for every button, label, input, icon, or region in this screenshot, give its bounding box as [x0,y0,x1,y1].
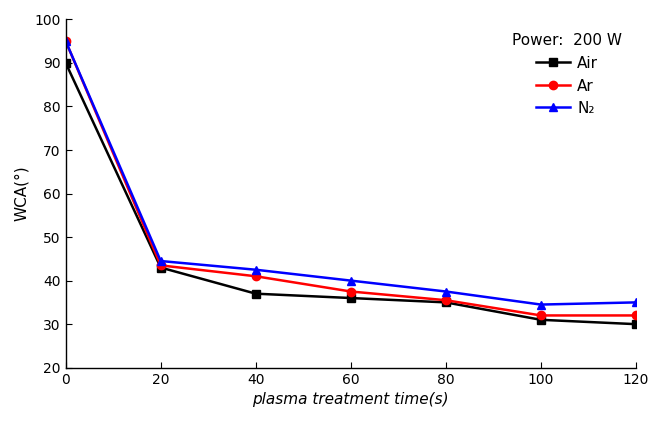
Air [252,291,260,296]
Air [632,322,640,327]
Air [442,300,450,305]
Air [62,60,70,65]
Y-axis label: WCA(°): WCA(°) [14,166,29,221]
Air [347,296,355,301]
N₂ [156,258,164,264]
Ar [252,274,260,279]
Line: Air: Air [62,59,640,328]
N₂ [347,278,355,283]
Ar [537,313,545,318]
Legend: Air, Ar, N₂: Air, Ar, N₂ [506,27,629,123]
Ar [442,298,450,303]
N₂ [537,302,545,307]
Ar [156,263,164,268]
Line: N₂: N₂ [62,37,640,309]
X-axis label: plasma treatment time(s): plasma treatment time(s) [253,392,449,407]
Ar [62,39,70,44]
Ar [347,289,355,294]
Air [537,317,545,322]
Air [156,265,164,270]
N₂ [252,267,260,272]
Line: Ar: Ar [62,37,640,320]
Ar [632,313,640,318]
N₂ [62,39,70,44]
N₂ [632,300,640,305]
N₂ [442,289,450,294]
